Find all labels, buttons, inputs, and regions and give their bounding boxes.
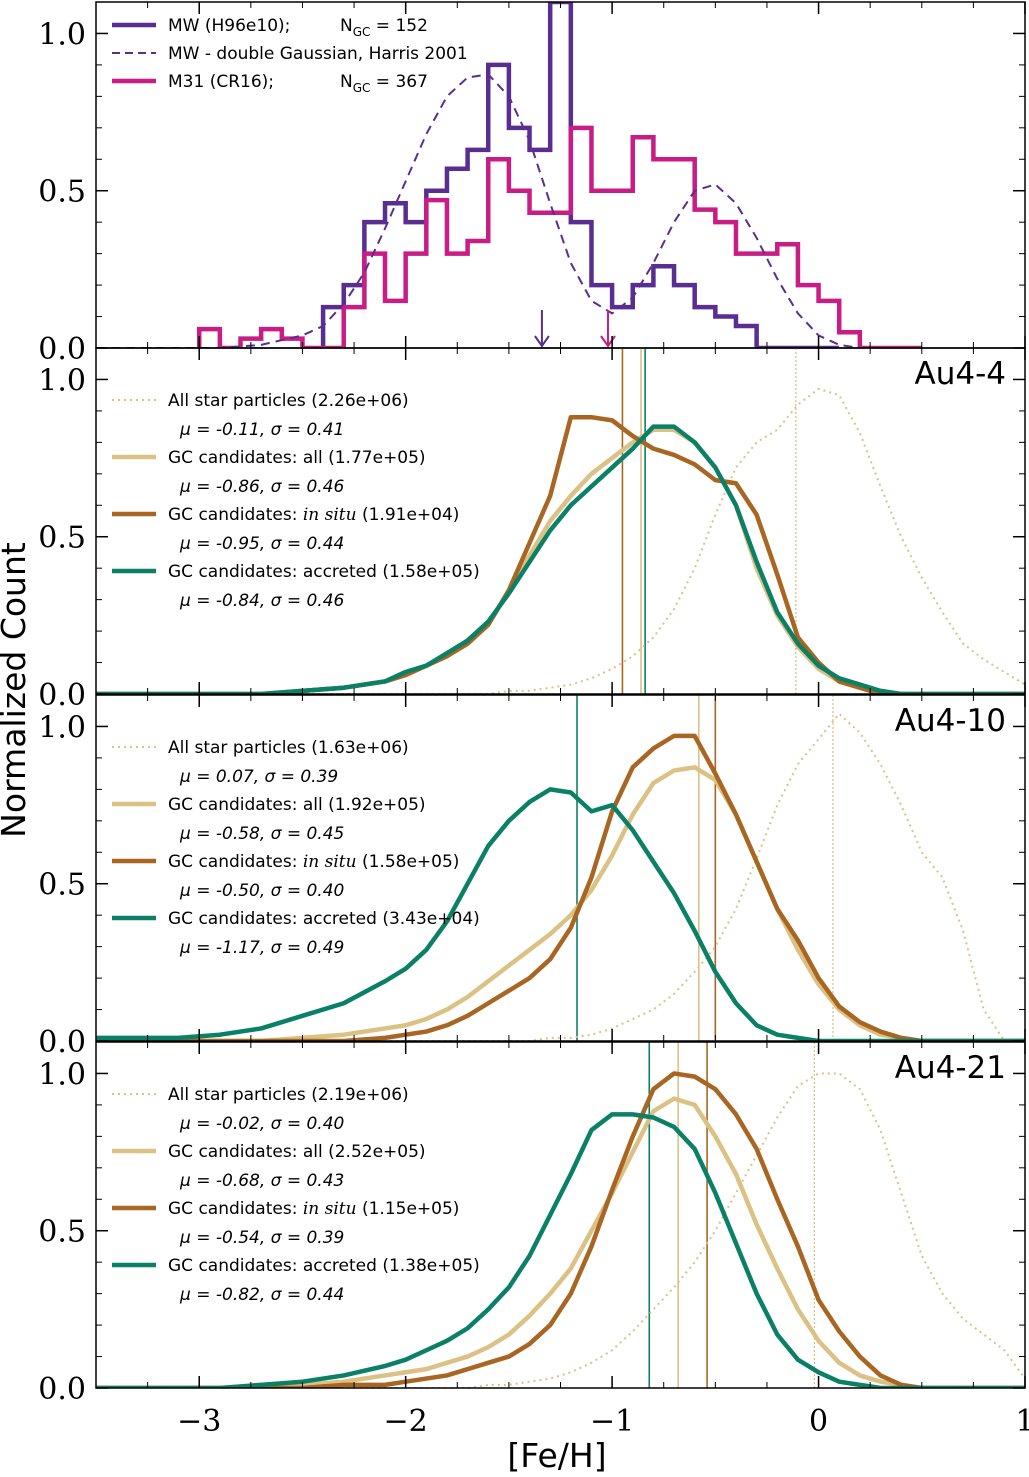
legend-stats: μ = 0.07, σ = 0.39 (179, 767, 338, 787)
legend-label: GC candidates: in situ (1.15e+05) (168, 1199, 459, 1219)
legend-label: All star particles (2.19e+06) (168, 1085, 409, 1105)
y-tick-label: 0.0 (38, 1025, 86, 1060)
series-all-stars (96, 712, 1025, 1041)
x-tick-label: 0 (809, 1404, 828, 1439)
x-tick-label: −1 (590, 1404, 634, 1439)
legend-label: GC candidates: accreted (1.58e+05) (168, 562, 480, 582)
legend-label: GC candidates: in situ (1.91e+04) (168, 505, 459, 525)
panel-au4-4: 0.0 0.5 1.0 Au4-4 All star particles (2.26e+… (38, 347, 1026, 713)
legend-label: All star particles (2.26e+06) (168, 391, 409, 411)
legend-stats: μ = -0.86, σ = 0.46 (179, 477, 345, 497)
y-tick-label: 0.0 (38, 332, 86, 367)
series-mw-gauss (96, 73, 881, 348)
x-tick-label: 1 (1015, 1404, 1029, 1439)
y-tick-label: 1.0 (38, 710, 86, 745)
legend: All star particles (2.26e+06) μ = -0.11, … (112, 391, 480, 611)
legend: All star particles (1.63e+06) μ = 0.07, σ… (112, 738, 480, 958)
legend-label: GC candidates: all (1.92e+05) (168, 795, 426, 815)
x-axis-label: [Fe/H] (507, 1436, 606, 1475)
legend-count: NGC = 367 (340, 72, 428, 95)
series-mw-hist (320, 2, 840, 348)
legend-label: GC candidates: all (2.52e+05) (168, 1142, 426, 1162)
plot-area (96, 348, 1025, 694)
legend-stats: μ = -0.82, σ = 0.44 (179, 1285, 344, 1305)
legend-label: MW - double Gaussian, Harris 2001 (168, 44, 468, 64)
series-accreted (96, 787, 1025, 1041)
legend-label-prefix: GC candidates: (168, 852, 303, 872)
panel-title: Au4-4 (915, 356, 1007, 392)
series-m31-hist (196, 125, 922, 348)
series-all-stars (96, 1072, 1025, 1388)
y-tick-label: 0.5 (38, 868, 86, 903)
legend-label-italic: in situ (303, 852, 357, 872)
series-accreted (96, 1112, 1025, 1388)
y-axis-label: Normalized Count (0, 542, 33, 838)
plot-area (96, 695, 1025, 1041)
x-tick-label: −3 (177, 1404, 221, 1439)
legend-count-symbol: N (340, 16, 353, 36)
legend-label-prefix: GC candidates: (168, 1199, 303, 1219)
legend-stats: μ = -0.50, σ = 0.40 (179, 881, 344, 901)
legend-label: All star particles (1.63e+06) (168, 738, 409, 758)
legend-stats: μ = -0.95, σ = 0.44 (179, 534, 344, 554)
metallicity-arrow-1 (600, 310, 616, 348)
legend-label: GC candidates: all (1.77e+05) (168, 448, 426, 468)
y-tick-label: 0.5 (38, 1215, 86, 1250)
plot-area (96, 1042, 1025, 1388)
series-insitu (96, 733, 1025, 1041)
legend-stats: μ = -0.84, σ = 0.46 (179, 591, 345, 611)
legend-label-italic: in situ (303, 505, 357, 525)
legend-count-subscript: GC (353, 81, 371, 95)
legend-label-italic: in situ (303, 1199, 357, 1219)
panel-au4-21: −3 −2 −1 0 1 0.0 0.5 1.0 Au4-21 All star particle… (38, 1041, 1029, 1439)
legend-count-value: = 367 (370, 72, 428, 92)
legend-label: GC candidates: accreted (1.38e+05) (168, 1256, 480, 1276)
legend-label: GC candidates: in situ (1.58e+05) (168, 852, 459, 872)
y-tick-label: 0.0 (38, 1372, 86, 1407)
legend-label: M31 (CR16); (168, 72, 274, 92)
metallicity-arrow-0 (534, 310, 550, 348)
y-tick-label: 1.0 (38, 363, 86, 398)
legend-stats: μ = -0.54, σ = 0.39 (179, 1228, 344, 1248)
legend-stats: μ = -0.58, σ = 0.45 (179, 824, 344, 844)
panel-title: Au4-21 (895, 1050, 1006, 1086)
panel-au4-10: 0.0 0.5 1.0 Au4-10 All star particles (1.63e… (38, 694, 1026, 1060)
legend-label-suffix: (1.58e+05) (357, 852, 460, 872)
legend-stats: μ = -0.02, σ = 0.40 (179, 1114, 344, 1134)
y-tick-label: 0.0 (38, 678, 86, 713)
legend-count-subscript: GC (353, 25, 371, 39)
x-tick-label: −2 (384, 1404, 428, 1439)
series-insitu (96, 1071, 1025, 1388)
legend: All star particles (2.19e+06) μ = -0.02, … (112, 1085, 480, 1305)
legend-label-prefix: GC candidates: (168, 505, 303, 525)
legend-label: GC candidates: accreted (3.43e+04) (168, 909, 480, 929)
y-tick-label: 1.0 (38, 17, 86, 52)
legend-count-value: = 152 (370, 16, 428, 36)
y-tick-label: 0.5 (38, 175, 86, 210)
legend-stats: μ = -0.11, σ = 0.41 (179, 420, 344, 440)
legend-stats: μ = -1.17, σ = 0.49 (179, 938, 344, 958)
series-accreted (96, 424, 1025, 694)
y-tick-label: 0.5 (38, 521, 86, 556)
legend-stats: μ = -0.68, σ = 0.43 (179, 1171, 344, 1191)
legend-count-symbol: N (340, 72, 353, 92)
panel-title: Au4-10 (895, 703, 1006, 739)
legend-label-suffix: (1.91e+04) (357, 505, 460, 525)
legend-label-suffix: (1.15e+05) (357, 1199, 460, 1219)
legend-count: NGC = 152 (340, 16, 428, 39)
y-tick-label: 1.0 (38, 1057, 86, 1092)
legend-label: MW (H96e10); (168, 16, 290, 36)
